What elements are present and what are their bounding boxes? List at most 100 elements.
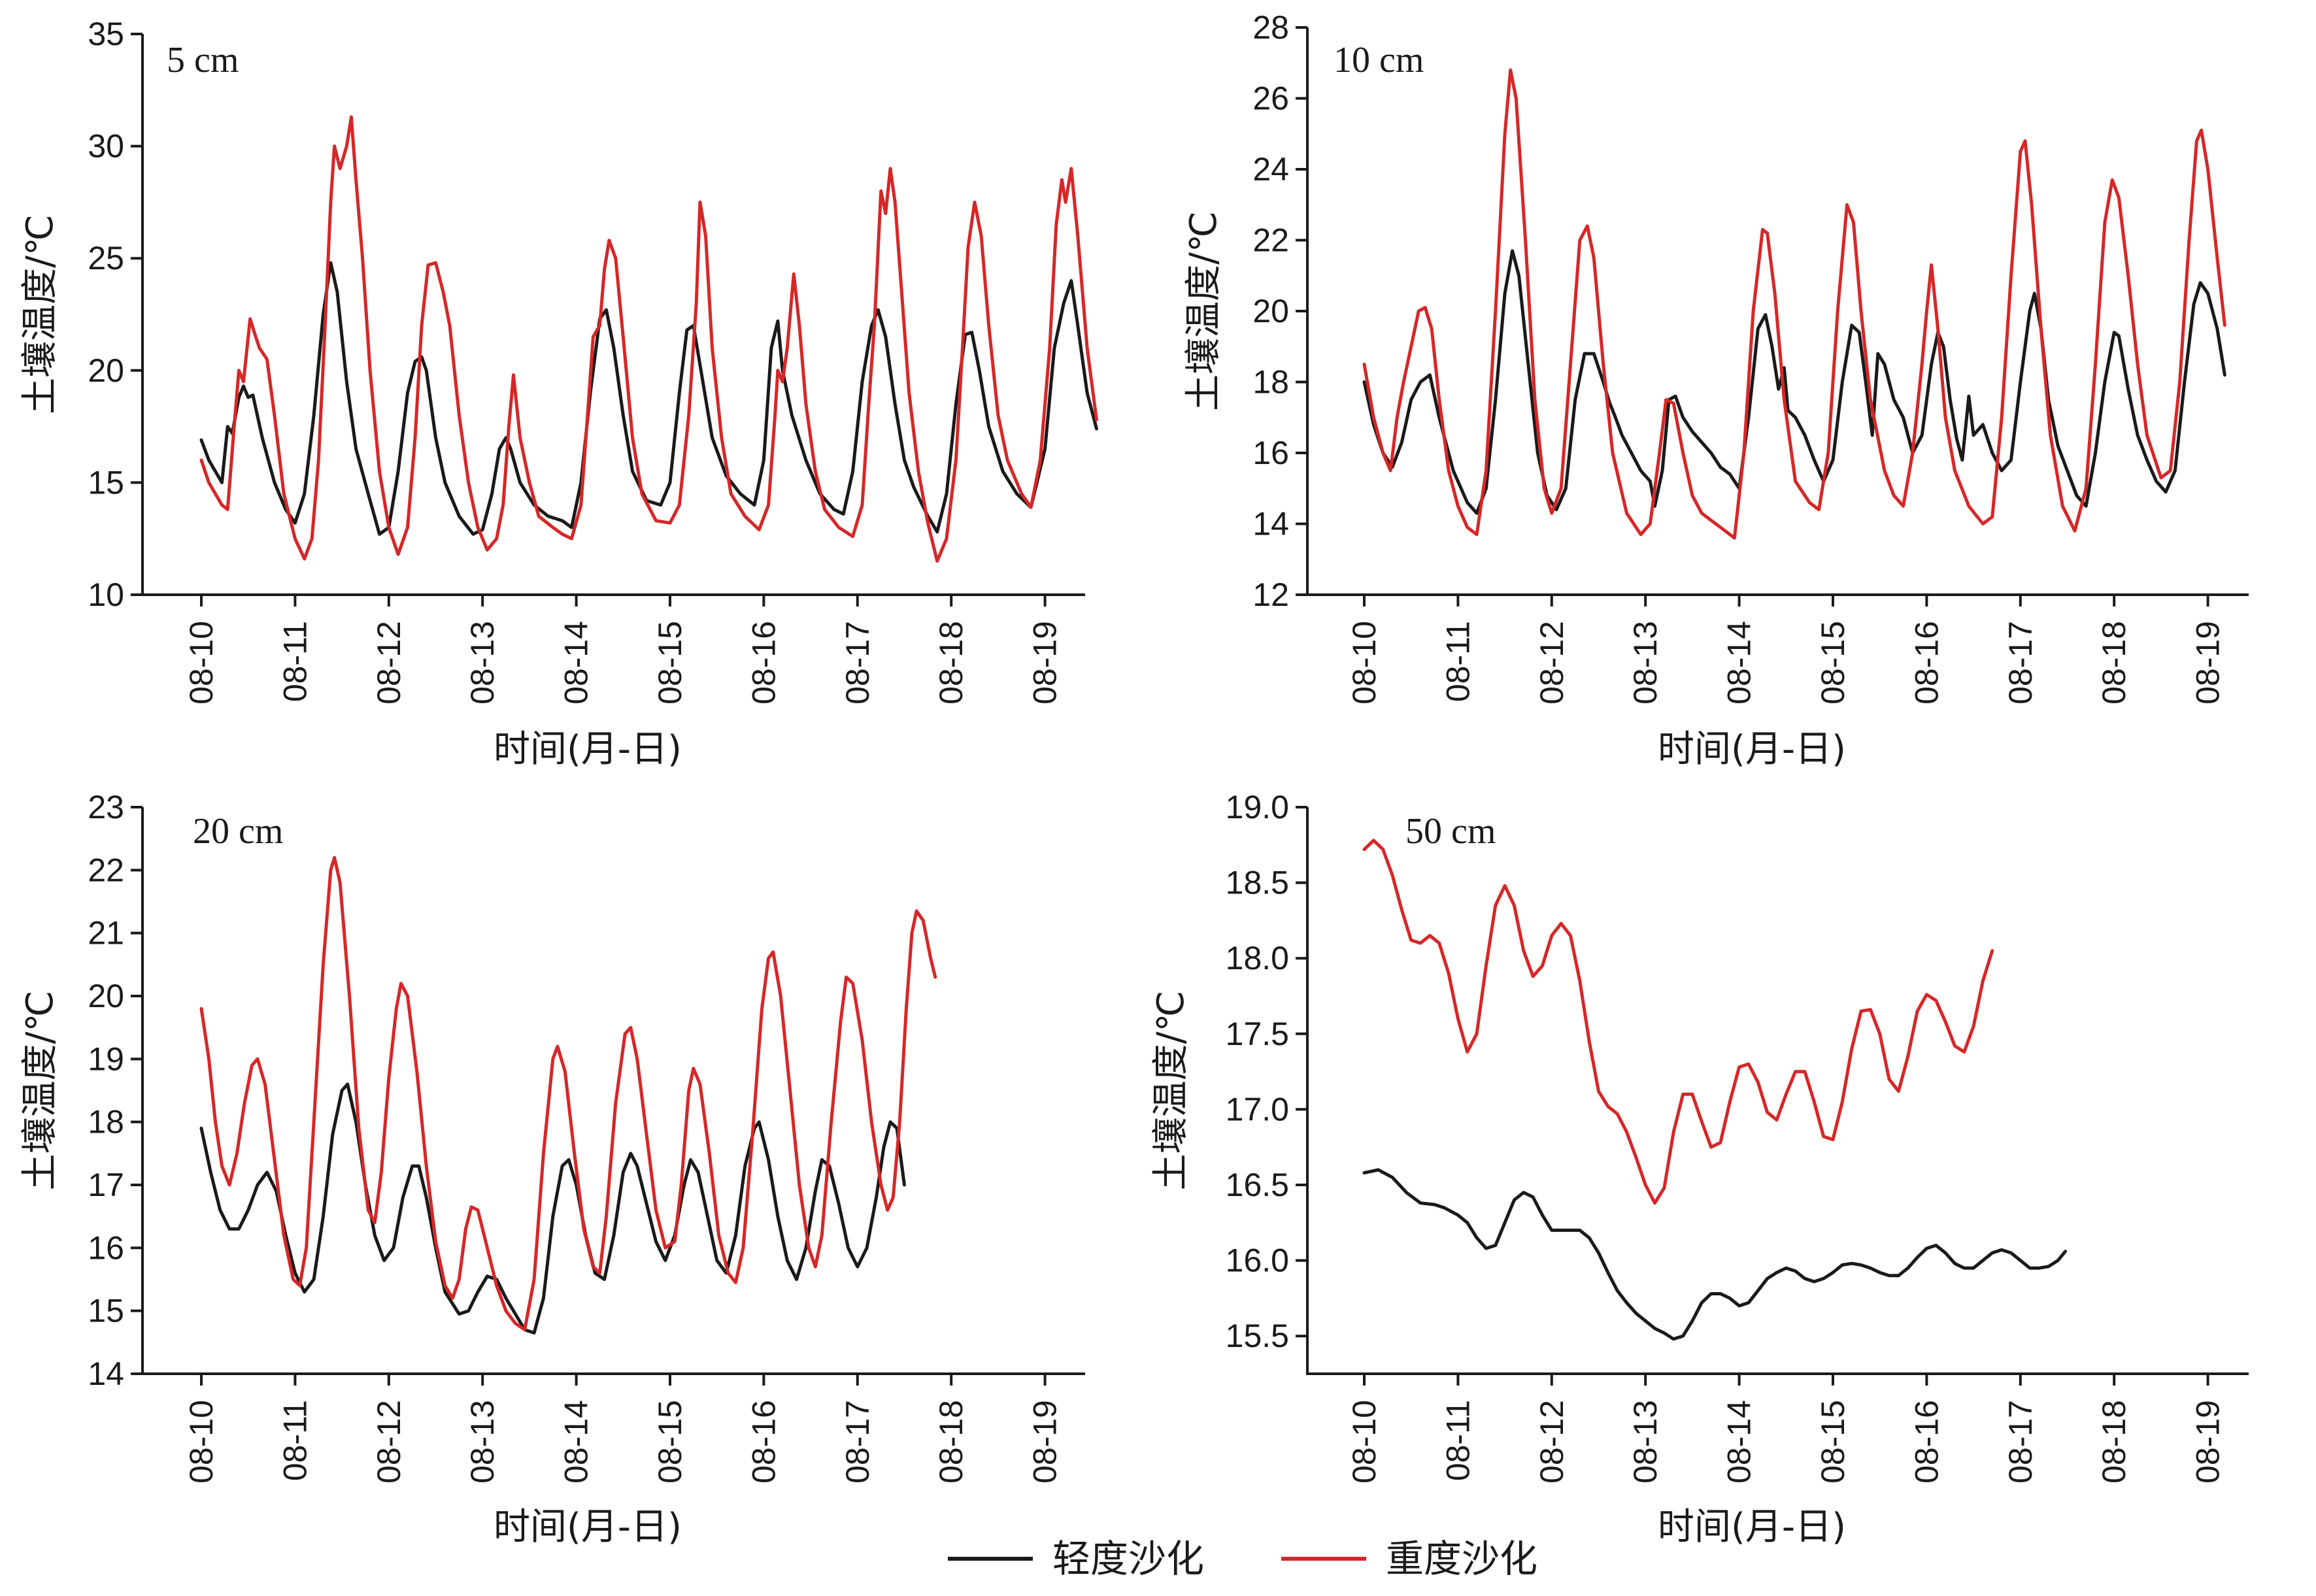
series-line-light-10cm — [1362, 249, 2226, 515]
panel-depth-label: 20 cm — [193, 811, 283, 852]
x-tick-label: 08-13 — [1627, 621, 1664, 705]
y-tick-label: 22 — [1252, 222, 1289, 259]
x-tick-label: 08-15 — [652, 1400, 688, 1484]
y-tick-label: 19.0 — [1226, 789, 1289, 825]
x-axis-title: 时间(月-日) — [494, 1506, 682, 1548]
x-tick-label: 08-13 — [464, 621, 501, 705]
x-tick-label: 08-17 — [2002, 621, 2039, 705]
y-tick-label: 10 — [88, 576, 124, 613]
y-tick-label: 17 — [88, 1167, 124, 1203]
x-tick-label: 08-10 — [183, 621, 220, 705]
y-tick-label: 35 — [88, 16, 124, 52]
y-tick-label: 23 — [88, 789, 124, 825]
x-tick-label: 08-11 — [1439, 1400, 1476, 1481]
x-tick-label: 08-12 — [1534, 621, 1570, 705]
chart-panel-50cm: 15.5 16.0 16.5 17.0 17.5 18.0 18.5 19.0 08-10 08-… — [1150, 789, 2249, 1548]
legend: 轻度沙化 重度沙化 — [948, 1537, 1537, 1581]
panel-depth-label: 10 cm — [1334, 40, 1424, 80]
x-tick-label: 08-16 — [745, 1400, 782, 1484]
x-tick-label: 08-14 — [558, 1400, 595, 1484]
chart-panel-20cm: 14 15 16 17 18 19 20 21 22 23 08-10 08-11 08-12 08-13… — [19, 789, 1085, 1548]
x-tick-label: 08-12 — [371, 1400, 407, 1484]
x-tick-label: 08-13 — [464, 1400, 501, 1484]
x-tick-label: 08-19 — [1027, 621, 1064, 705]
x-tick-label: 08-16 — [1908, 621, 1945, 705]
y-tick-label: 15 — [88, 464, 124, 501]
x-tick-label: 08-11 — [277, 621, 313, 702]
series-line-light-20cm — [199, 1082, 906, 1335]
series-line-heavy-10cm — [1362, 68, 2226, 540]
y-tick-label: 19 — [88, 1040, 124, 1077]
y-tick-label: 16.5 — [1226, 1167, 1289, 1203]
y-tick-label: 17.0 — [1226, 1091, 1289, 1127]
series-line-heavy-50cm — [1362, 839, 1994, 1205]
x-tick-label: 08-18 — [2096, 1400, 2132, 1484]
x-tick-label: 08-15 — [1815, 1400, 1851, 1484]
y-tick-label: 12 — [1252, 576, 1289, 613]
x-tick-label: 08-12 — [371, 621, 407, 705]
x-tick-label: 08-17 — [2002, 1400, 2039, 1484]
x-tick-label: 08-19 — [2190, 1400, 2226, 1484]
legend-label-light: 轻度沙化 — [1052, 1537, 1204, 1581]
y-tick-label: 28 — [1252, 9, 1289, 46]
y-tick-label: 20 — [88, 352, 124, 389]
y-tick-label: 16 — [1252, 435, 1289, 471]
y-tick-label: 15.5 — [1226, 1318, 1289, 1354]
x-tick-label: 08-11 — [277, 1400, 313, 1481]
y-axis-title: 土壤温度/℃ — [19, 214, 61, 414]
x-tick-label: 08-11 — [1439, 621, 1476, 702]
x-tick-label: 08-17 — [839, 621, 876, 705]
y-tick-label: 18 — [88, 1104, 124, 1140]
x-tick-label: 08-14 — [1721, 1400, 1758, 1484]
chart-panel-10cm: 12 14 16 18 20 22 24 26 28 08-10 08-11 08-12 08-13 08… — [1183, 9, 2249, 771]
y-tick-label: 20 — [88, 978, 124, 1014]
x-tick-label: 08-16 — [745, 621, 782, 705]
x-tick-label: 08-13 — [1627, 1400, 1664, 1484]
series-line-light-5cm — [199, 261, 1098, 536]
axes-frame-20cm — [141, 807, 1085, 1375]
y-axis-title: 土壤温度/℃ — [1183, 211, 1225, 411]
y-tick-label: 18.0 — [1226, 940, 1289, 976]
y-tick-label: 22 — [88, 852, 124, 888]
x-tick-label: 08-14 — [1721, 621, 1758, 705]
series-line-heavy-5cm — [199, 115, 1098, 563]
x-tick-label: 08-18 — [933, 1400, 969, 1484]
y-axis-title: 土壤温度/℃ — [19, 991, 61, 1191]
chart-panel-5cm: 10 15 20 25 30 35 08-10 08-11 08-12 08-13 08-14 08-… — [19, 16, 1098, 771]
x-axis-title: 时间(月-日) — [1658, 728, 1846, 771]
legend-label-heavy: 重度沙化 — [1386, 1537, 1537, 1581]
y-tick-label: 14 — [1252, 506, 1289, 542]
panel-depth-label: 5 cm — [167, 40, 239, 80]
series-line-light-50cm — [1362, 1168, 2068, 1341]
y-tick-label: 20 — [1252, 293, 1289, 329]
axes-frame-10cm — [1306, 27, 2249, 596]
x-tick-label: 08-16 — [1908, 1400, 1945, 1484]
y-tick-label: 26 — [1252, 80, 1289, 117]
x-axis-title: 时间(月-日) — [1658, 1506, 1846, 1548]
x-tick-label: 08-10 — [1346, 621, 1383, 705]
x-tick-label: 08-14 — [558, 621, 595, 705]
y-tick-label: 15 — [88, 1293, 124, 1329]
panel-depth-label: 50 cm — [1405, 811, 1496, 852]
x-tick-label: 08-10 — [1346, 1400, 1383, 1484]
y-tick-label: 25 — [88, 240, 124, 276]
x-tick-label: 08-15 — [652, 621, 688, 705]
x-tick-label: 08-12 — [1534, 1400, 1570, 1484]
y-tick-label: 14 — [88, 1355, 124, 1392]
x-tick-label: 08-15 — [1815, 621, 1851, 705]
y-tick-label: 30 — [88, 128, 124, 165]
series-line-heavy-20cm — [199, 856, 937, 1332]
y-tick-label: 17.5 — [1226, 1016, 1289, 1052]
x-axis-title: 时间(月-日) — [494, 728, 682, 771]
axes-frame-50cm — [1306, 807, 2249, 1375]
y-tick-label: 21 — [88, 915, 124, 952]
y-axis-title: 土壤温度/℃ — [1150, 991, 1192, 1191]
x-tick-label: 08-19 — [2190, 621, 2226, 705]
y-tick-label: 18.5 — [1226, 865, 1289, 901]
y-tick-label: 18 — [1252, 364, 1289, 401]
x-tick-label: 08-17 — [839, 1400, 876, 1484]
x-tick-label: 08-18 — [2096, 621, 2132, 705]
y-tick-label: 16.0 — [1226, 1242, 1289, 1279]
x-tick-label: 08-18 — [933, 621, 969, 705]
